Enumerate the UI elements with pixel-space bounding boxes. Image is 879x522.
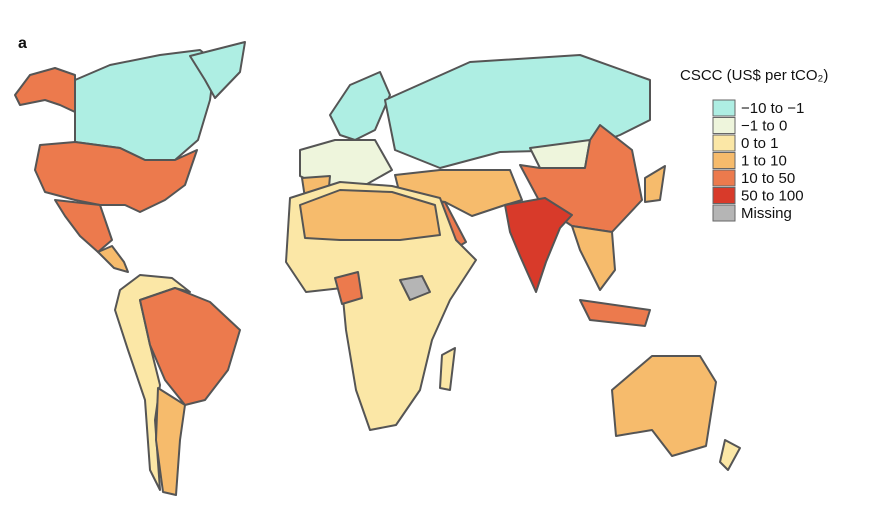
ethiopia	[399, 275, 431, 301]
legend-label: 10 to 50	[741, 170, 795, 187]
new-zealand	[719, 439, 741, 471]
canada	[74, 49, 216, 161]
scandinavia	[329, 71, 391, 141]
india	[504, 197, 573, 293]
japan	[644, 165, 666, 203]
argentina	[155, 387, 186, 496]
central-america	[97, 245, 129, 273]
legend-swatch	[712, 169, 736, 187]
south-america-west	[114, 274, 191, 491]
legend-label: Missing	[741, 205, 792, 222]
legend-label: 1 to 10	[741, 152, 787, 169]
legend-label: −1 to 0	[741, 117, 787, 134]
nigeria	[334, 271, 363, 305]
usa	[34, 141, 198, 213]
mexico	[54, 199, 113, 253]
legend-swatch	[712, 134, 736, 152]
legend-swatch	[712, 204, 736, 222]
panel-label: a	[18, 35, 27, 52]
africa	[285, 181, 477, 431]
legend-swatch	[712, 117, 736, 134]
indonesia	[579, 299, 651, 327]
legend-swatch	[712, 152, 736, 169]
legend-label: 0 to 1	[741, 135, 779, 152]
alaska	[14, 67, 76, 113]
legend-swatch	[712, 187, 736, 204]
legend-title: CSCC (US$ per tCO₂)	[680, 67, 828, 84]
russia	[384, 54, 651, 169]
legend-swatch	[712, 99, 736, 117]
world-map	[14, 41, 741, 496]
madagascar	[439, 347, 456, 391]
southeast-asia	[571, 225, 616, 291]
north-africa	[299, 189, 441, 241]
australia	[611, 355, 717, 457]
brazil	[139, 287, 241, 406]
legend-label: 50 to 100	[741, 187, 804, 204]
legend-label: −10 to −1	[741, 100, 804, 117]
greenland	[189, 41, 246, 99]
